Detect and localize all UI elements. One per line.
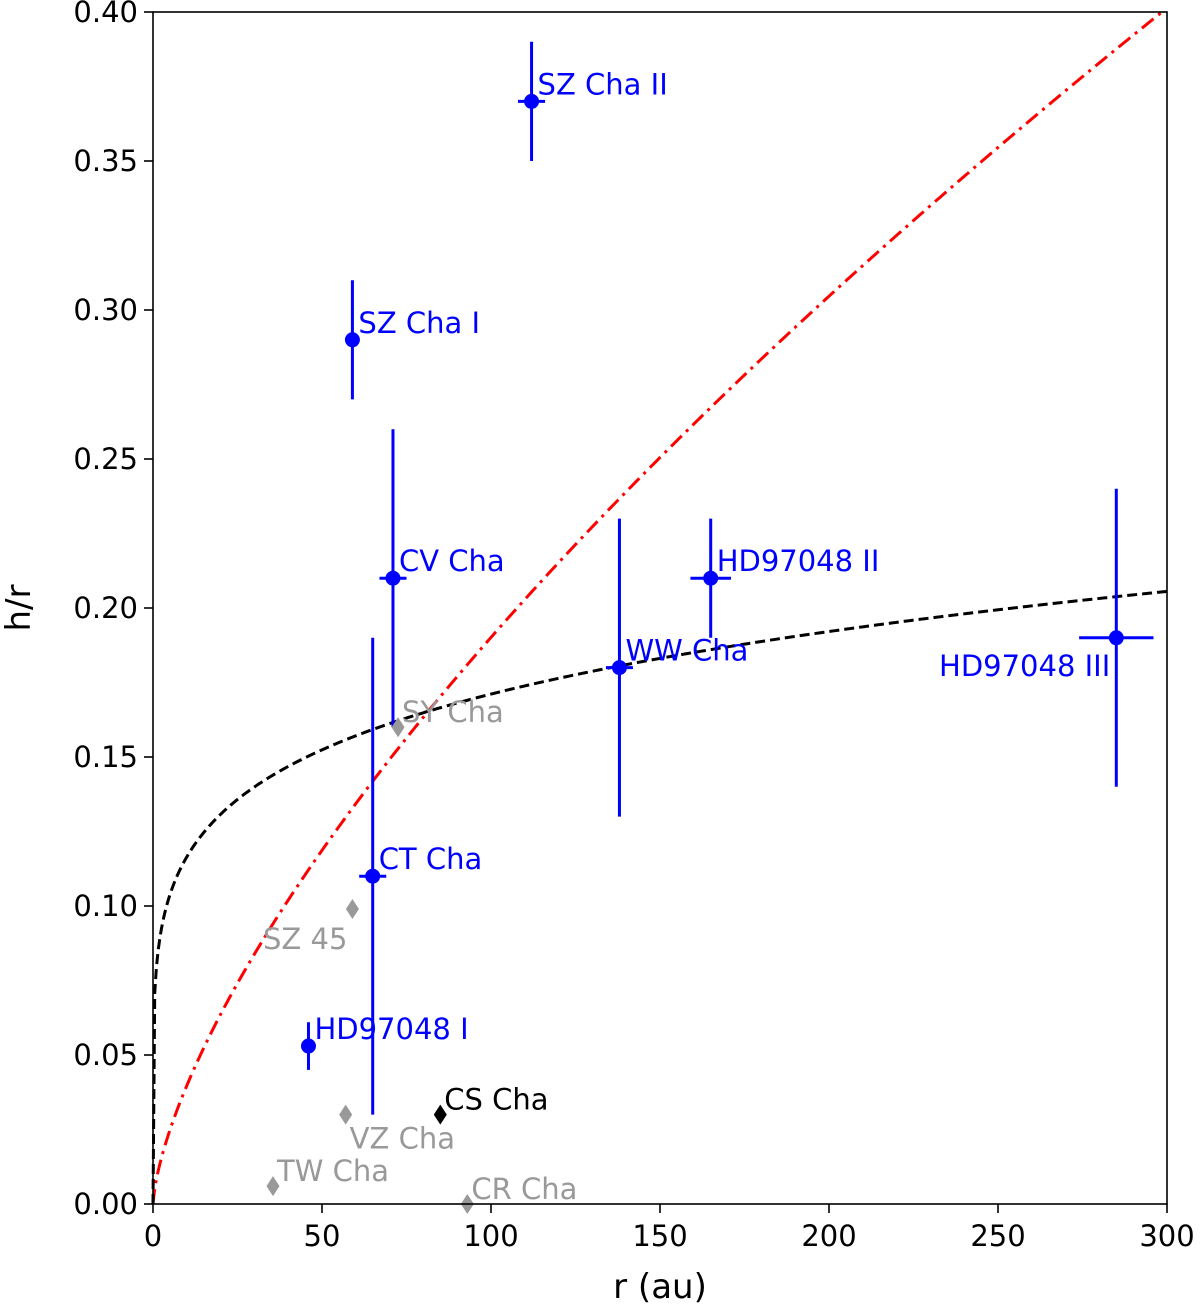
point-vz-cha — [339, 1104, 353, 1125]
y-tick-label: 0.25 — [73, 442, 138, 476]
label-ww-cha: WW Cha — [625, 634, 748, 668]
plot-area — [153, 12, 1167, 1204]
y-tick-label: 0.15 — [73, 740, 138, 774]
x-tick-label: 100 — [463, 1219, 518, 1253]
x-tick-label: 50 — [304, 1219, 341, 1253]
label-hd97048-i: HD97048 I — [314, 1012, 468, 1046]
label-cr-cha: CR Cha — [471, 1172, 577, 1206]
x-axis-label: r (au) — [613, 1267, 707, 1307]
x-axis: 0 50 100 150 200 250 300 — [144, 1204, 1195, 1253]
point-sz-cha-ii — [524, 93, 540, 109]
point-sz-cha-i — [344, 332, 360, 348]
y-tick-label: 0.20 — [73, 591, 138, 625]
model-curve-dashed — [151, 589, 1168, 1205]
x-tick-label: 150 — [632, 1219, 687, 1253]
y-tick-label: 0.40 — [73, 0, 138, 29]
point-hd97048-i — [300, 1038, 316, 1054]
point-labels: SZ Cha II SZ Cha I CV Cha HD97048 II WW Cha H… — [263, 67, 1110, 1206]
label-sz-45: SZ 45 — [263, 922, 347, 956]
y-tick-label: 0.05 — [73, 1038, 138, 1072]
model-curves — [151, 10, 1168, 1205]
point-hd97048-ii — [703, 570, 719, 586]
label-cv-cha: CV Cha — [399, 544, 505, 578]
y-axis-label: h/r — [0, 584, 39, 631]
point-sz-45 — [345, 898, 359, 919]
x-tick-label: 300 — [1139, 1219, 1194, 1253]
model-curve-dashdot — [151, 10, 1163, 1205]
point-hd97048-iii — [1108, 630, 1124, 646]
point-ct-cha — [365, 868, 381, 884]
label-hd97048-ii: HD97048 II — [717, 544, 880, 578]
point-cv-cha — [385, 570, 401, 586]
y-tick-label: 0.10 — [73, 889, 138, 923]
x-tick-label: 200 — [801, 1219, 856, 1253]
label-sz-cha-i: SZ Cha I — [358, 306, 480, 340]
x-tick-label: 0 — [144, 1219, 162, 1253]
y-tick-label: 0.30 — [73, 293, 138, 327]
point-ww-cha — [611, 660, 627, 676]
data-markers — [266, 93, 1124, 1214]
point-tw-cha — [266, 1176, 280, 1197]
y-axis: 0.00 0.05 0.10 0.15 0.20 0.25 0.30 0.35 0.40 — [73, 0, 153, 1221]
y-tick-label: 0.35 — [73, 144, 138, 178]
x-tick-label: 250 — [970, 1219, 1025, 1253]
label-cs-cha: CS Cha — [444, 1083, 548, 1117]
label-sz-cha-ii: SZ Cha II — [538, 67, 668, 101]
label-tw-cha: TW Cha — [276, 1154, 389, 1188]
y-tick-label: 0.00 — [73, 1187, 138, 1221]
label-vz-cha: VZ Cha — [350, 1122, 455, 1156]
label-hd97048-iii: HD97048 III — [939, 649, 1110, 683]
point-sy-cha — [391, 717, 405, 738]
label-sy-cha: SY Cha — [402, 695, 504, 729]
point-cs-cha — [433, 1104, 447, 1125]
label-ct-cha: CT Cha — [379, 842, 483, 876]
